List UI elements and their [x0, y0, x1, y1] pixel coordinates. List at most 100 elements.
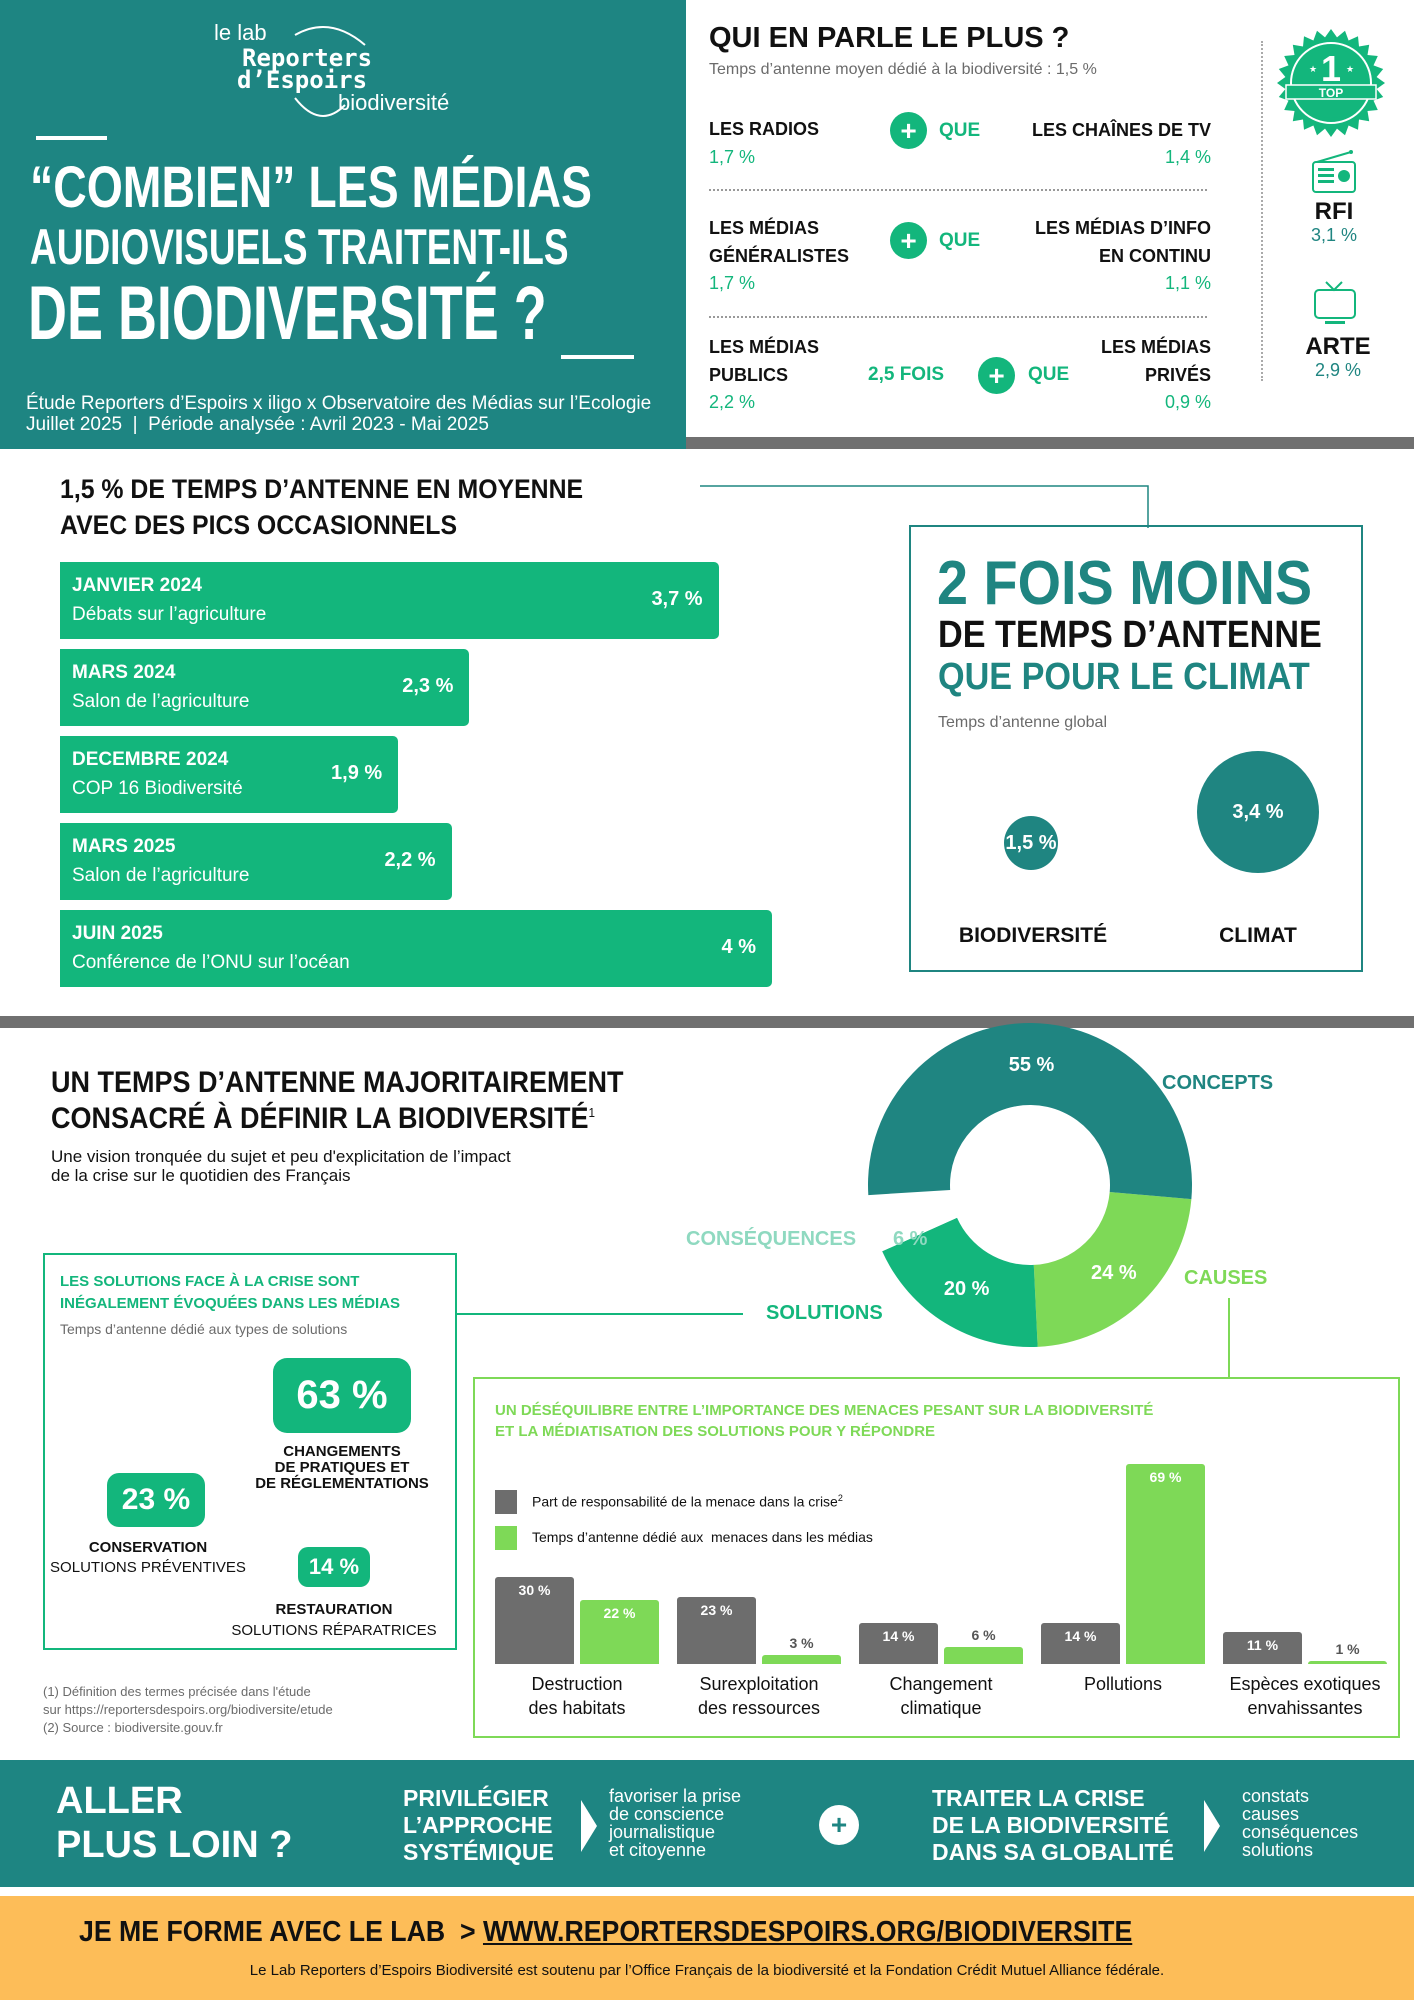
logo-text-le-lab: le lab	[214, 20, 267, 45]
definition-title-1: UN TEMPS D’ANTENNE MAJORITAIREMENT	[51, 1066, 624, 1099]
badge-text: TOP	[1319, 86, 1343, 100]
threat-category-line: Surexploitation	[699, 1674, 819, 1694]
threat-bar-responsibility	[1223, 1632, 1302, 1664]
threat-bar-responsibility	[495, 1577, 574, 1664]
climate-headline: 2 FOIS MOINS	[937, 549, 1313, 618]
legend-label-responsibility: Part de responsabilité de la menace dans…	[532, 1493, 843, 1510]
row3-right-label-1: LES MÉDIAS	[1100, 337, 1211, 357]
threat-bar-airtime	[944, 1646, 1023, 1664]
peak-bar-event: COP 16 Biodiversité	[72, 778, 243, 799]
crisis-line-2: DE LA BIODIVERSITÉ	[932, 1812, 1169, 1838]
top-item-value: 3,1 %	[1310, 225, 1358, 245]
header-panel: le lab Reporters d’Espoirs biodiversité …	[0, 0, 686, 449]
threat-category-line: Destruction	[531, 1674, 623, 1694]
top-item-value: 2,9 %	[1314, 360, 1362, 380]
threat-bar-value: 14 %	[1064, 1628, 1097, 1645]
climate-line-3: QUE POUR LE CLIMAT	[938, 656, 1310, 698]
threat-category-label: Espèces exotiques envahissantes	[1229, 1672, 1380, 1720]
row1-right-label: LES CHAÎNES DE TV	[1031, 120, 1211, 140]
row3-left-value: 2,2 %	[709, 392, 756, 412]
svg-text:★: ★	[1346, 64, 1354, 74]
bubble-label: BIODIVERSITÉ	[958, 924, 1108, 947]
row1-left-value: 1,7 %	[709, 147, 756, 167]
bubble-value: 1,5 %	[1005, 832, 1057, 854]
threat-category-line: climatique	[900, 1698, 982, 1718]
tv-icon	[1314, 281, 1356, 324]
solution-title: DE PRATIQUES ET	[274, 1459, 410, 1476]
threat-category-line: Pollutions	[1083, 1674, 1163, 1694]
solutions-title-2: INÉGALEMENT ÉVOQUÉES DANS LES MÉDIAS	[60, 1295, 401, 1312]
solution-subtitle: SOLUTIONS RÉPARATRICES	[231, 1622, 437, 1639]
vertical-divider	[1261, 41, 1263, 381]
threat-bar-responsibility	[1041, 1623, 1120, 1664]
training-link[interactable]: WWW.REPORTERSDESPOIRS.ORG/BIODIVERSITE	[482, 1916, 1133, 1948]
donut-slice-consequences	[868, 1189, 957, 1252]
crisis-detail: constats causes conséquences solutions	[1242, 1786, 1359, 1860]
row1-left-label: LES RADIOS	[709, 119, 820, 139]
peak-bar-value: 2,3 %	[402, 675, 454, 697]
threat-bar-value: 3 %	[789, 1635, 814, 1652]
logo-text-biodiversite: biodiversité	[338, 90, 450, 115]
peak-bar-value: 4 %	[721, 936, 756, 958]
connector-line	[1228, 1298, 1230, 1378]
chevron-right-icon	[581, 1800, 597, 1852]
threat-bar-value: 22 %	[603, 1605, 636, 1622]
study-link[interactable]: https://reportersdespoirs.org/biodiversi…	[64, 1702, 333, 1717]
definition-subtitle-2: de la crise sur le quotidien des Françai…	[51, 1166, 351, 1185]
title-line-1: “COMBIEN” LES MÉDIAS	[30, 155, 592, 220]
footnote-1-link-line: sur https://reportersdespoirs.org/biodiv…	[43, 1702, 333, 1717]
svg-text:★: ★	[1309, 64, 1317, 74]
legend-swatch-airtime	[495, 1526, 517, 1550]
row3-multiplier: 2,5 FOIS	[868, 364, 945, 385]
peak-bar-event: Débats sur l’agriculture	[72, 604, 267, 625]
solutions-subtitle: Temps d’antenne dédié aux types de solut…	[60, 1321, 348, 1337]
peak-bar-value: 2,2 %	[384, 849, 436, 871]
threat-bar-responsibility	[859, 1623, 938, 1664]
bubble-label: CLIMAT	[1219, 924, 1297, 947]
threat-category-line: envahissantes	[1247, 1698, 1363, 1718]
peaks-title-1: 1,5 % DE TEMPS D’ANTENNE EN MOYENNE	[60, 474, 584, 504]
donut-label-causes: CAUSES	[1184, 1267, 1268, 1289]
training-banner	[0, 1896, 1414, 2000]
threat-bar-responsibility	[677, 1597, 756, 1664]
definition-title-2: CONSACRÉ À DÉFINIR LA BIODIVERSITÉ1	[51, 1102, 596, 1135]
bubble: 1,5 %	[1004, 816, 1058, 870]
support-text: Le Lab Reporters d’Espoirs Biodiversité …	[249, 1962, 1165, 1979]
row2-left-value: 1,7 %	[709, 273, 756, 293]
title-rule-top	[36, 136, 107, 140]
row3-left-label-1: LES MÉDIAS	[709, 337, 820, 357]
solution-pill-restauration: 14 %	[298, 1547, 370, 1587]
threat-bar-value: 1 %	[1335, 1641, 1360, 1658]
peak-bar-event: Conférence de l’ONU sur l’océan	[72, 952, 350, 973]
row1-connector: QUE	[939, 120, 981, 141]
donut-slice-concepts	[868, 1023, 1193, 1200]
go-further-line-1: ALLER	[56, 1780, 183, 1822]
plus-icon: +	[890, 222, 927, 259]
climate-line-2: DE TEMPS D’ANTENNE	[938, 614, 1322, 656]
approach-line-2: L’APPROCHE	[403, 1812, 553, 1838]
donut-value-label: 24 %	[1091, 1262, 1137, 1284]
solution-title: DE RÉGLEMENTATIONS	[255, 1475, 429, 1492]
crisis-line-1: TRAITER LA CRISE	[932, 1785, 1145, 1811]
threat-category-line: Changement	[889, 1674, 993, 1694]
solution-pill-conservation: 23 %	[107, 1473, 205, 1527]
peaks-title-2: AVEC DES PICS OCCASIONNELS	[60, 510, 458, 540]
plus-icon: +	[978, 357, 1015, 394]
row2-right-label-2: EN CONTINU	[1099, 246, 1211, 266]
footnote-1: (1) Définition des termes précisée dans …	[43, 1684, 311, 1699]
peak-bar-date: JUIN 2025	[72, 923, 163, 944]
climate-caption: Temps d’antenne global	[938, 714, 1108, 731]
row2-right-label-1: LES MÉDIAS D’INFO	[1034, 218, 1211, 238]
row3-connector: QUE	[1028, 364, 1070, 385]
peak-bar-date: DECEMBRE 2024	[72, 749, 229, 770]
logo-swoosh-icon	[294, 26, 366, 117]
row3-right-label-2: PRIVÉS	[1144, 365, 1211, 385]
divider	[709, 189, 1207, 191]
threat-category-line: Espèces exotiques	[1229, 1674, 1381, 1694]
source-link[interactable]: biodiversite.gouv.fr	[114, 1720, 223, 1735]
radio-icon	[1312, 150, 1356, 193]
threat-bar-airtime	[1308, 1661, 1387, 1664]
donut-value-label: 20 %	[944, 1278, 990, 1300]
connector-line	[700, 485, 1149, 528]
row2-right-value: 1,1 %	[1164, 273, 1211, 293]
